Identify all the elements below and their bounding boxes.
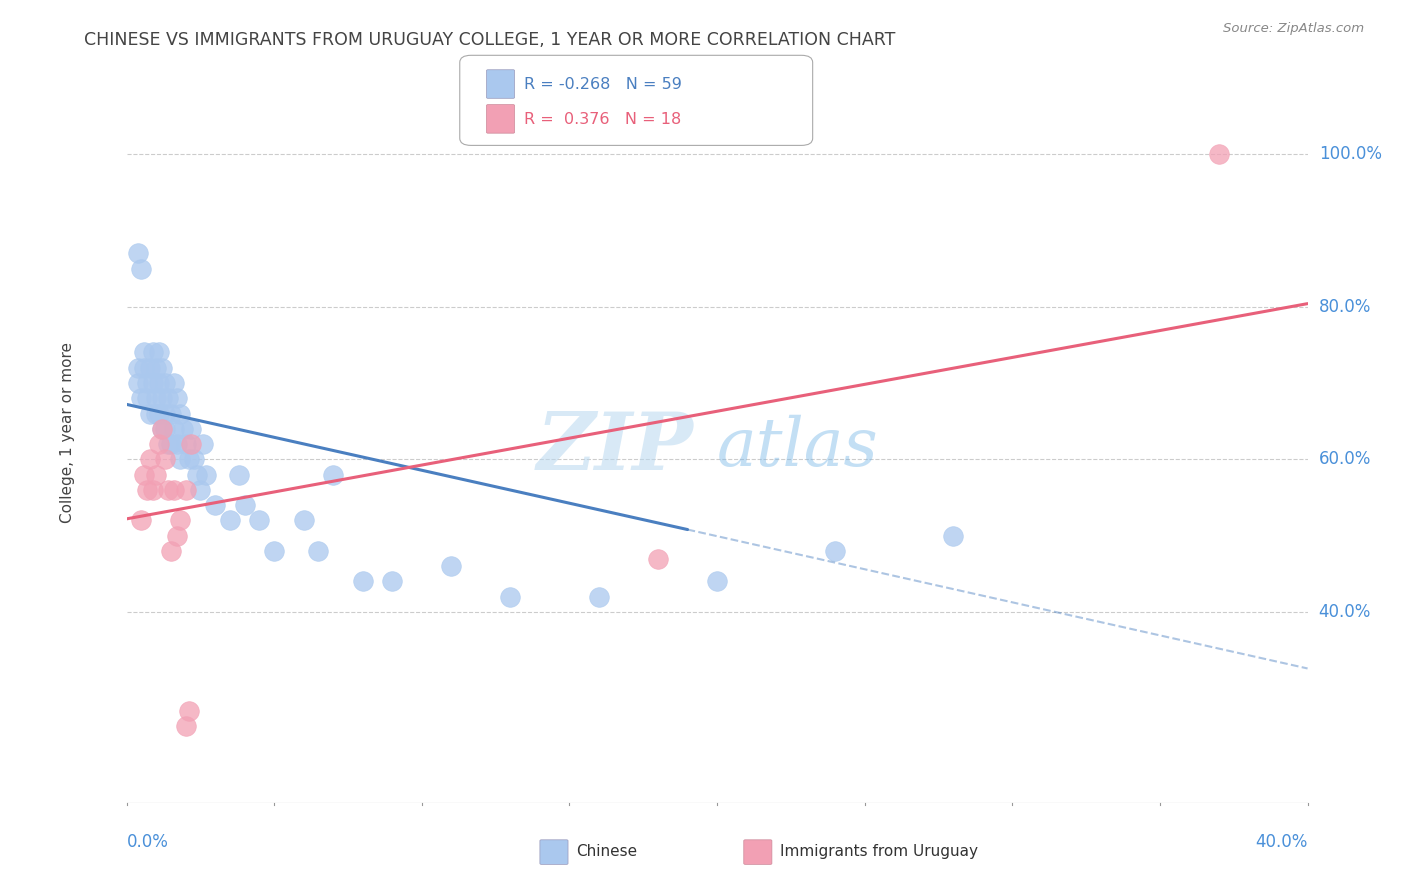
Point xyxy=(134,360,156,375)
Point xyxy=(127,360,149,375)
Point xyxy=(153,407,176,421)
Point xyxy=(148,345,170,359)
Point xyxy=(174,719,197,733)
Text: 60.0%: 60.0% xyxy=(1319,450,1371,468)
Point xyxy=(127,246,149,260)
Point xyxy=(193,437,215,451)
Text: ZIP: ZIP xyxy=(537,409,693,486)
Point xyxy=(142,376,165,390)
Text: 40.0%: 40.0% xyxy=(1319,603,1371,621)
Point xyxy=(169,452,191,467)
Point xyxy=(647,551,669,566)
Point xyxy=(156,437,179,451)
Point xyxy=(139,452,162,467)
Point xyxy=(824,544,846,558)
Point xyxy=(163,483,186,497)
Point xyxy=(150,422,173,436)
Point xyxy=(127,376,149,390)
Point xyxy=(186,467,208,482)
Point xyxy=(169,513,191,527)
Point xyxy=(204,498,226,512)
Point xyxy=(136,483,159,497)
Point xyxy=(145,467,167,482)
Point xyxy=(148,437,170,451)
Text: College, 1 year or more: College, 1 year or more xyxy=(60,343,75,523)
Point xyxy=(177,704,200,718)
Point xyxy=(228,467,250,482)
Point xyxy=(195,467,218,482)
Point xyxy=(129,261,153,276)
Point xyxy=(136,376,159,390)
Point xyxy=(263,544,285,558)
Point xyxy=(163,422,186,436)
Point xyxy=(180,422,202,436)
Point xyxy=(150,360,173,375)
Point xyxy=(172,422,194,436)
Point xyxy=(139,360,162,375)
Point xyxy=(148,376,170,390)
Point xyxy=(174,483,197,497)
Point xyxy=(249,513,271,527)
Point xyxy=(352,574,374,589)
Point xyxy=(129,391,153,405)
Text: Chinese: Chinese xyxy=(576,845,637,859)
Point xyxy=(381,574,404,589)
Text: Immigrants from Uruguay: Immigrants from Uruguay xyxy=(780,845,979,859)
Point xyxy=(160,544,183,558)
Point xyxy=(233,498,256,512)
Point xyxy=(153,376,176,390)
Point xyxy=(134,345,156,359)
Point xyxy=(150,422,173,436)
Point xyxy=(588,590,610,604)
Point xyxy=(145,407,167,421)
Text: R =  0.376   N = 18: R = 0.376 N = 18 xyxy=(524,112,682,128)
Point xyxy=(322,467,344,482)
Point xyxy=(183,452,205,467)
Point xyxy=(166,391,188,405)
Point xyxy=(156,483,179,497)
Point xyxy=(499,590,522,604)
Point xyxy=(177,452,200,467)
Point xyxy=(180,437,202,451)
Point xyxy=(292,513,315,527)
Text: CHINESE VS IMMIGRANTS FROM URUGUAY COLLEGE, 1 YEAR OR MORE CORRELATION CHART: CHINESE VS IMMIGRANTS FROM URUGUAY COLLE… xyxy=(84,31,896,49)
Text: R = -0.268   N = 59: R = -0.268 N = 59 xyxy=(524,78,682,93)
Text: 80.0%: 80.0% xyxy=(1319,298,1371,316)
Point xyxy=(166,529,188,543)
Text: 40.0%: 40.0% xyxy=(1256,833,1308,851)
Point xyxy=(153,422,176,436)
Point xyxy=(156,391,179,405)
Point xyxy=(145,360,167,375)
Text: 100.0%: 100.0% xyxy=(1319,145,1382,163)
Point xyxy=(706,574,728,589)
Point xyxy=(169,407,191,421)
Point xyxy=(174,437,197,451)
Point xyxy=(160,437,183,451)
Point xyxy=(163,376,186,390)
Point xyxy=(188,483,212,497)
Point xyxy=(150,391,173,405)
Point xyxy=(166,437,188,451)
Point xyxy=(136,391,159,405)
Point xyxy=(440,559,463,574)
Text: atlas: atlas xyxy=(717,415,879,480)
Point xyxy=(139,407,162,421)
Point xyxy=(129,513,153,527)
Point xyxy=(1208,147,1230,161)
Text: 0.0%: 0.0% xyxy=(127,833,169,851)
Point xyxy=(134,467,156,482)
Point xyxy=(153,452,176,467)
Text: Source: ZipAtlas.com: Source: ZipAtlas.com xyxy=(1223,22,1364,36)
Point xyxy=(148,407,170,421)
Point xyxy=(308,544,330,558)
Point xyxy=(160,407,183,421)
Point xyxy=(145,391,167,405)
Point xyxy=(142,483,165,497)
Point xyxy=(142,345,165,359)
Point xyxy=(942,529,965,543)
Point xyxy=(219,513,242,527)
